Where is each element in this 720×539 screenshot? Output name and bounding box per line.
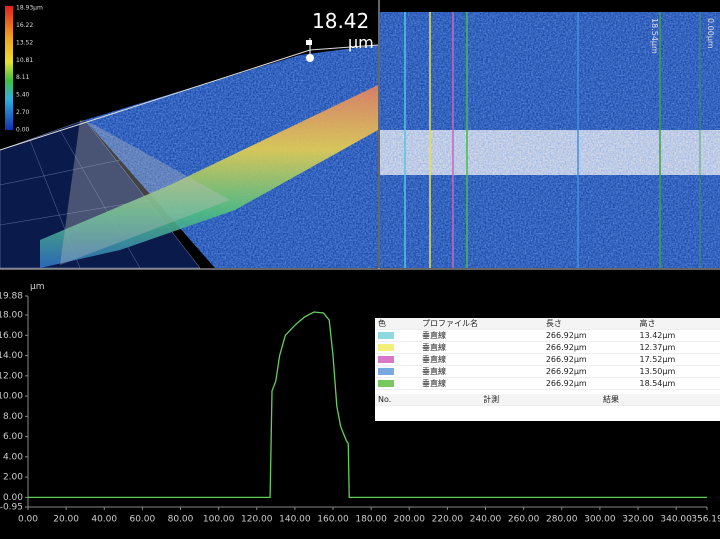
colorbar-label: 18.93µm	[16, 5, 43, 12]
x-tick-label: 200.00	[394, 515, 426, 525]
y-tick-label: 10.00	[0, 392, 23, 402]
x-tick-label: 356.19	[691, 515, 720, 525]
color-cell	[375, 378, 419, 390]
x-tick-label: 260.00	[508, 515, 540, 525]
name-cell: 垂直線	[419, 378, 543, 390]
top-views: 18.42 µm 18.93µm 16.22 13.52 10.81 8.11 5.40 2…	[0, 0, 720, 270]
name-cell: 垂直線	[419, 342, 543, 354]
x-tick-label: 340.00	[660, 515, 692, 525]
x-tick-label: 300.00	[584, 515, 616, 525]
y-tick-label: 14.00	[0, 351, 23, 361]
x-tick-label: 180.00	[355, 515, 387, 525]
name-cell: 垂直線	[419, 330, 543, 342]
length-cell: 266.92µm	[543, 330, 637, 342]
table-row: 垂直線266.92µm17.52µm	[375, 354, 720, 366]
x-tick-label: 320.00	[622, 515, 654, 525]
name-cell: 垂直線	[419, 366, 543, 378]
x-tick-label: 40.00	[91, 515, 117, 525]
colorbar-label: 8.11	[16, 74, 30, 81]
x-tick-label: 280.00	[546, 515, 578, 525]
color-swatch	[378, 356, 394, 363]
x-tick-label: 60.00	[129, 515, 155, 525]
x-tick-label: 140.00	[279, 515, 311, 525]
color-cell	[375, 330, 419, 342]
colorbar-label: 5.40	[16, 92, 30, 99]
y-tick-label: 12.00	[0, 371, 23, 381]
y-tick-label: 16.00	[0, 331, 23, 341]
y-tick-label: 8.00	[3, 412, 23, 422]
3d-view: 18.42 µm 18.93µm 16.22 13.52 10.81 8.11 5.40 2…	[0, 0, 378, 268]
colorbar-label: 13.52	[16, 39, 33, 46]
header-cell: 色	[375, 318, 419, 330]
height-cell: 13.50µm	[636, 366, 720, 378]
table-header: 色プロファイル名長さ高さ	[375, 318, 720, 330]
color-swatch	[378, 380, 394, 387]
color-cell	[375, 342, 419, 354]
line-label: 0.00µm	[706, 18, 715, 49]
x-tick-label: 240.00	[470, 515, 502, 525]
table-row: 垂直線266.92µm13.50µm	[375, 366, 720, 378]
profile-table: 色プロファイル名長さ高さ垂直線266.92µm13.42µm垂直線266.92µ…	[375, 318, 720, 421]
color-cell	[375, 366, 419, 378]
x-tick-label: 120.00	[241, 515, 273, 525]
y-tick-label: 18.00	[0, 311, 23, 321]
colorbar-label: 2.70	[16, 109, 30, 116]
header-cell: 結果	[600, 394, 720, 406]
colorbar-label: 0.00	[16, 127, 30, 134]
length-cell: 266.92µm	[543, 366, 637, 378]
height-cell: 17.52µm	[636, 354, 720, 366]
x-tick-label: 220.00	[432, 515, 464, 525]
length-cell: 266.92µm	[543, 342, 637, 354]
x-tick-label: 20.00	[53, 515, 79, 525]
x-tick-label: 80.00	[168, 515, 194, 525]
colorbar	[5, 6, 13, 130]
height-cell: 12.37µm	[636, 342, 720, 354]
y-tick-label: -0.95	[0, 503, 23, 513]
x-tick-label: 100.00	[203, 515, 235, 525]
table-row: 垂直線266.92µm12.37µm	[375, 342, 720, 354]
x-tick-label: 0.00	[18, 515, 38, 525]
colorbar-label: 16.22	[16, 22, 33, 29]
color-swatch	[378, 344, 394, 351]
name-cell: 垂直線	[419, 354, 543, 366]
table-row: 垂直線266.92µm13.42µm	[375, 330, 720, 342]
color-swatch	[378, 332, 394, 339]
colorbar-label: 10.81	[16, 57, 33, 64]
color-swatch	[378, 368, 394, 375]
length-cell: 266.92µm	[543, 378, 637, 390]
header-cell: No.	[375, 394, 480, 406]
y-tick-label: 4.00	[3, 452, 23, 462]
table-row: 垂直線266.92µm18.54µm	[375, 378, 720, 390]
y-unit: µm	[30, 282, 45, 292]
height-cell: 13.42µm	[636, 330, 720, 342]
height-unit: µm	[348, 33, 374, 52]
header-cell: 長さ	[543, 318, 637, 330]
header-cell: 高さ	[636, 318, 720, 330]
header-cell: 計測	[480, 394, 600, 406]
x-tick-label: 160.00	[317, 515, 349, 525]
header-cell: プロファイル名	[419, 318, 543, 330]
length-cell: 266.92µm	[543, 354, 637, 366]
measure-header: No.計測結果	[375, 394, 720, 406]
height-value: 18.42	[312, 9, 369, 33]
color-cell	[375, 354, 419, 366]
y-tick-label: 6.00	[3, 432, 23, 442]
line-label: 18.54µm	[650, 18, 659, 54]
y-tick-label: 2.00	[3, 473, 23, 483]
height-cell: 18.54µm	[636, 378, 720, 390]
y-tick-label: 19.88	[0, 292, 23, 302]
image-view: 18.54µm 0.00µm	[380, 12, 720, 268]
y-tick-label: 0.00	[3, 493, 23, 503]
